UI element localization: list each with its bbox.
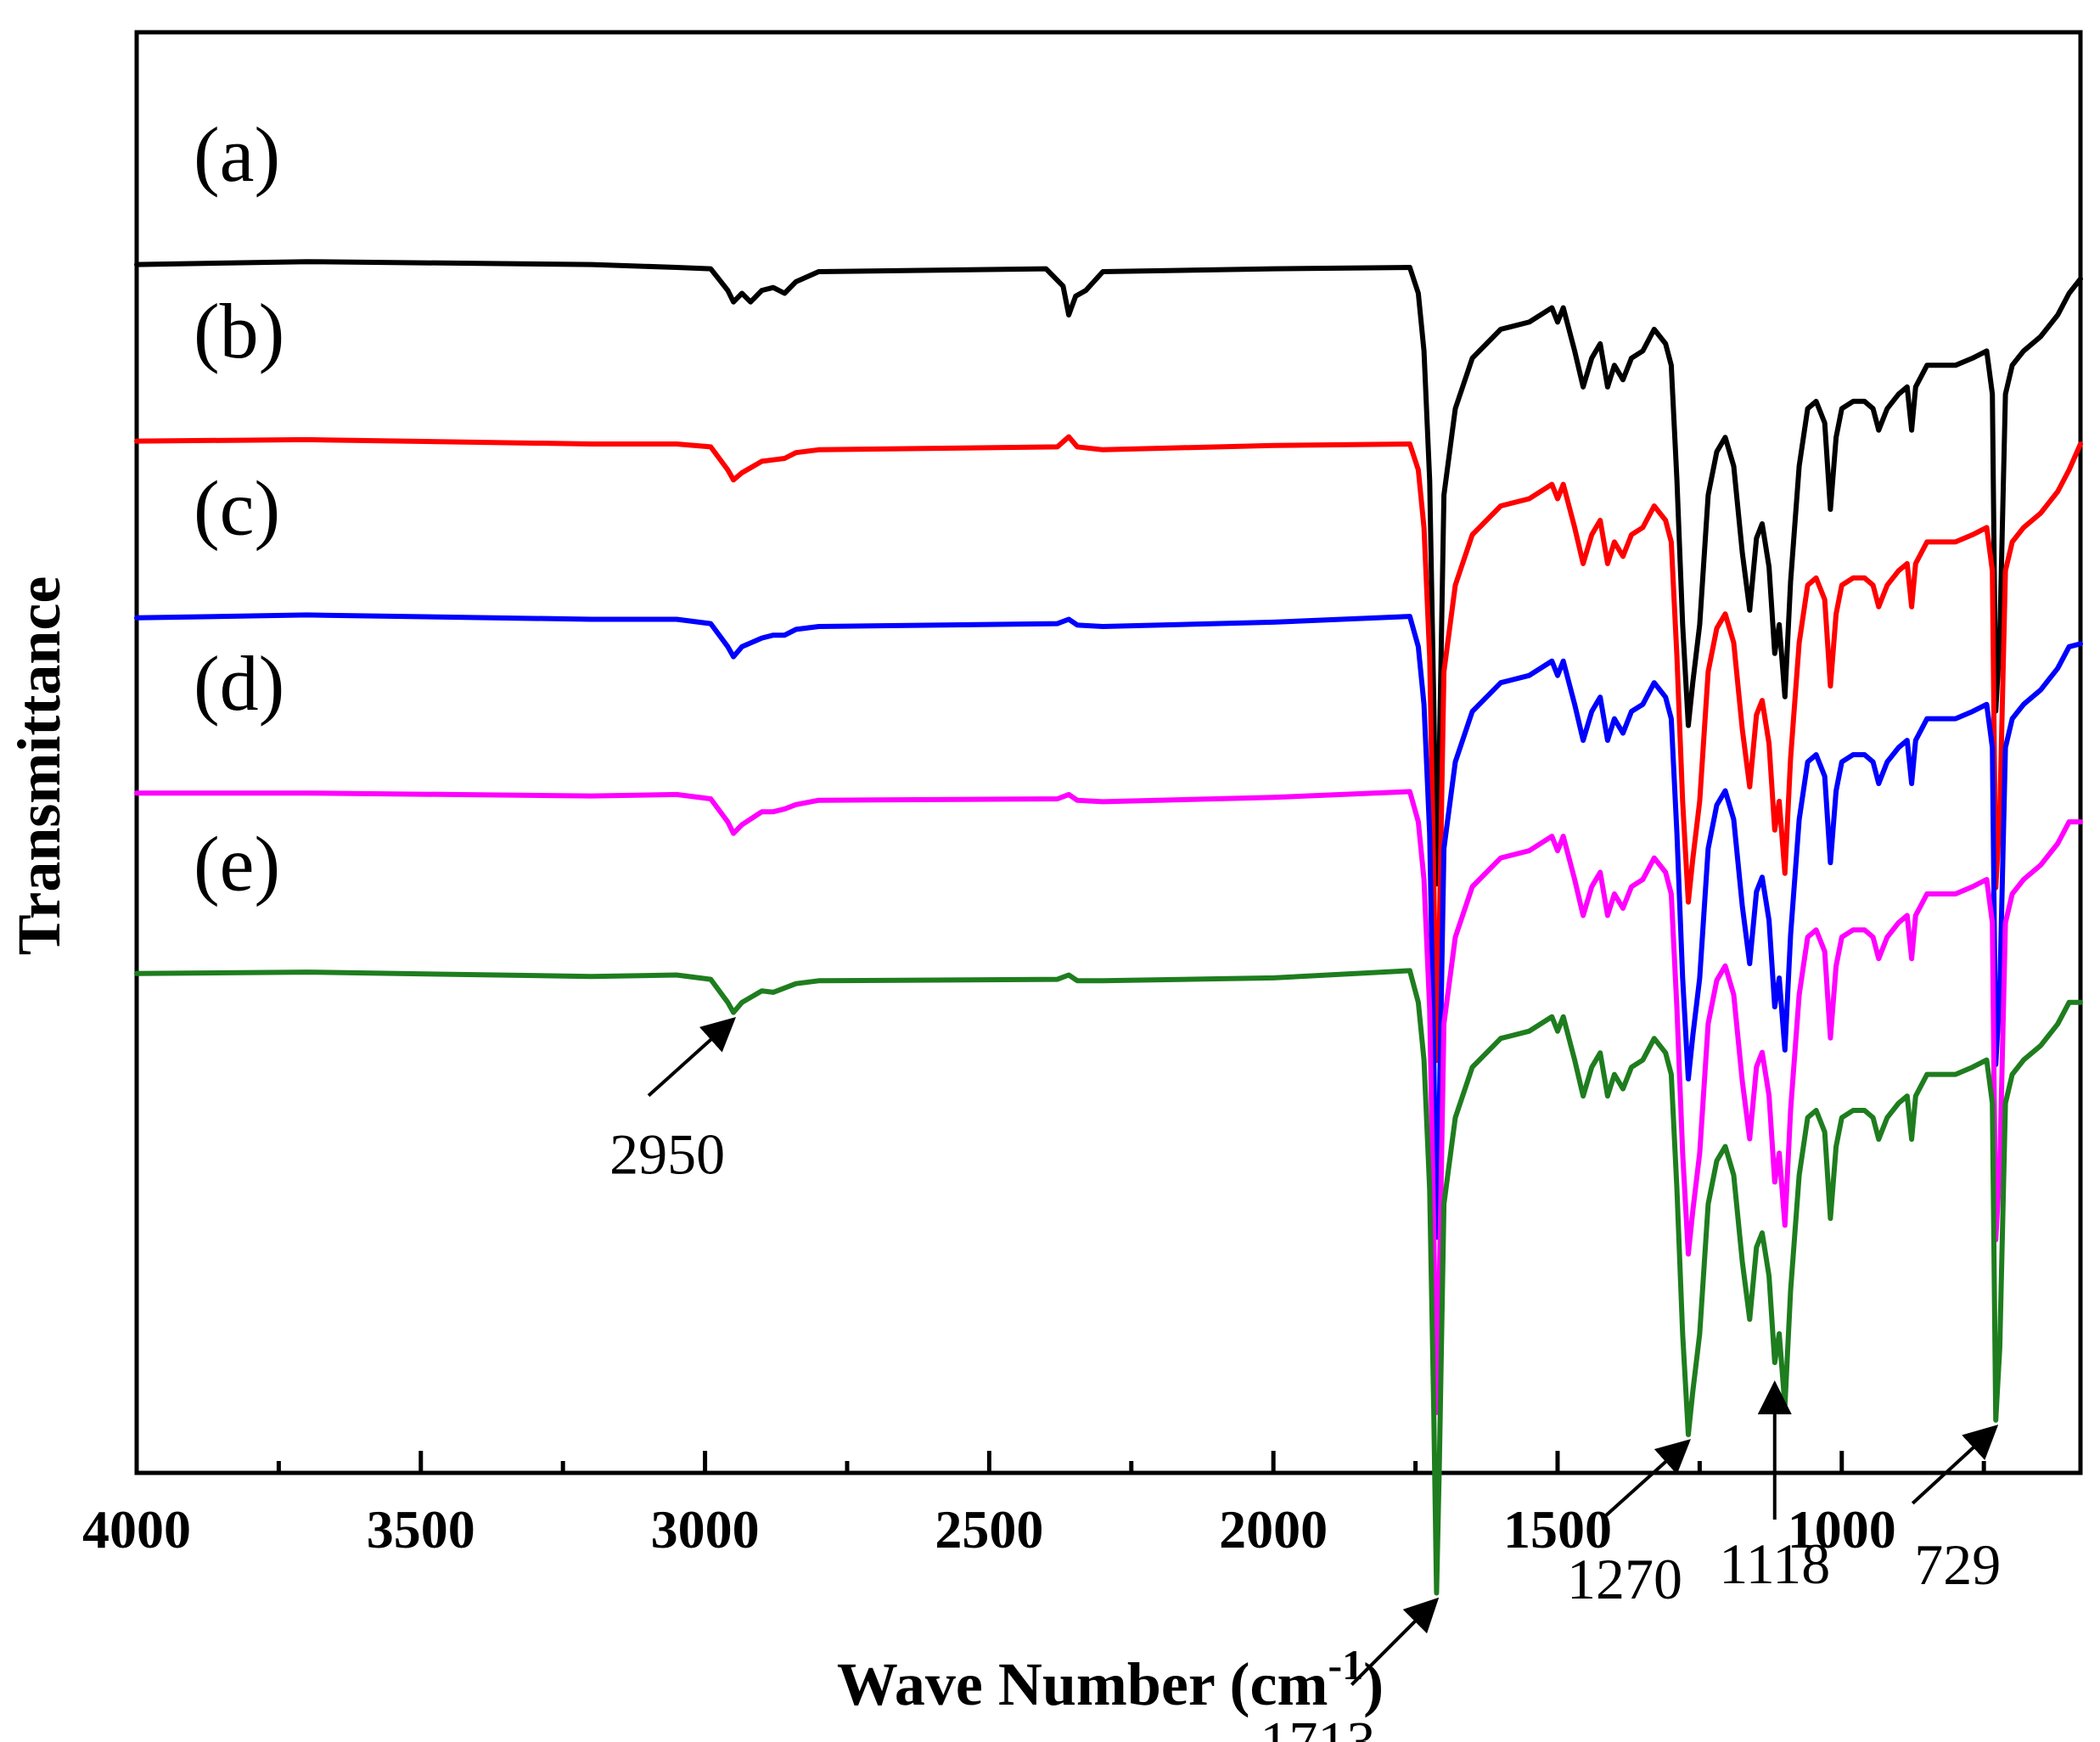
annotation-arrow-1713 — [1350, 1597, 1440, 1686]
series-label-4: (d) — [194, 640, 284, 727]
annotation-label-1270: 1270 — [1567, 1547, 1682, 1611]
annotation-label-1118: 1118 — [1719, 1531, 1830, 1596]
annotation-arrow-2950 — [647, 1016, 737, 1098]
x-axis-title-superscript: -1 — [1328, 1641, 1363, 1689]
x-axis-title-close: ) — [1363, 1650, 1384, 1718]
plot-area-frame — [134, 30, 2083, 1475]
series-label-3: (c) — [194, 464, 280, 551]
series-layer — [134, 259, 2083, 1596]
x-tick-label: 2500 — [935, 1499, 1043, 1559]
x-tick-label: 3000 — [651, 1499, 760, 1559]
x-axis-title: Wave Number (cm-1) — [837, 1641, 1384, 1718]
annotation-label-2950: 2950 — [609, 1122, 725, 1187]
x-tick-label: 1000 — [1788, 1499, 1896, 1559]
series-line-4 — [134, 789, 2083, 1415]
annotation-arrow-729 — [1911, 1425, 1999, 1505]
series-label-2: (b) — [194, 288, 284, 374]
x-axis-title-main: Wave Number (cm — [837, 1650, 1328, 1718]
x-axis-ticks: 4000 3500 3000 2500 2000 1500 1000 — [82, 1451, 1986, 1559]
x-tick-label: 2000 — [1219, 1499, 1328, 1559]
series-line-5 — [134, 968, 2083, 1596]
x-tick-label: 4000 — [82, 1499, 191, 1559]
y-axis-title: Transmittance — [5, 576, 73, 956]
annotation-label-1713: 1713 — [1260, 1710, 1375, 1742]
x-tick-label: 1500 — [1503, 1499, 1612, 1559]
annotation-label-729: 729 — [1914, 1532, 2001, 1597]
annotation-layer: 2950 1713 1270 1118 729 — [609, 1016, 2001, 1742]
series-label-1: (a) — [194, 111, 280, 198]
series-line-1 — [134, 259, 2083, 887]
series-label-5: (e) — [194, 820, 280, 907]
series-line-3 — [134, 612, 2083, 1240]
annotation-arrow-1270 — [1602, 1439, 1691, 1520]
series-labels: (a) (b) (c) (d) (e) — [194, 111, 284, 907]
x-tick-label: 3500 — [367, 1499, 475, 1559]
series-line-2 — [134, 434, 2083, 1064]
